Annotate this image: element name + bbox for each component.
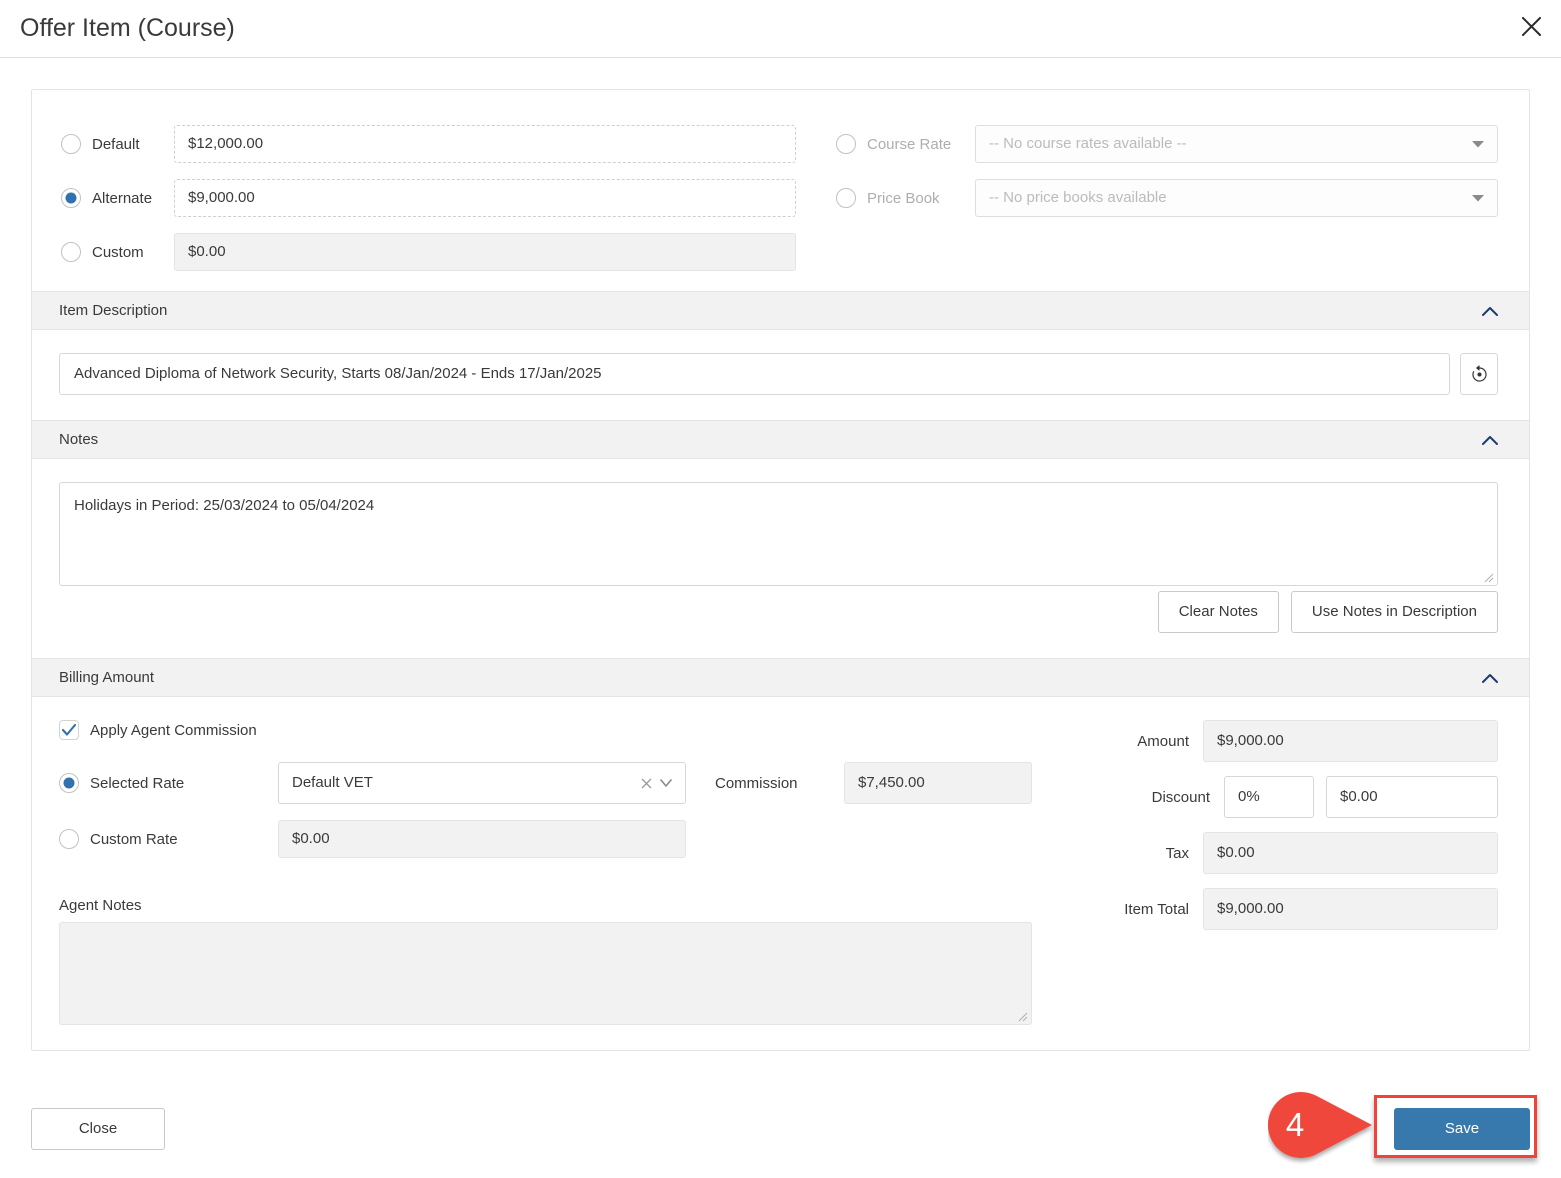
svg-text:4: 4 — [1286, 1106, 1304, 1143]
